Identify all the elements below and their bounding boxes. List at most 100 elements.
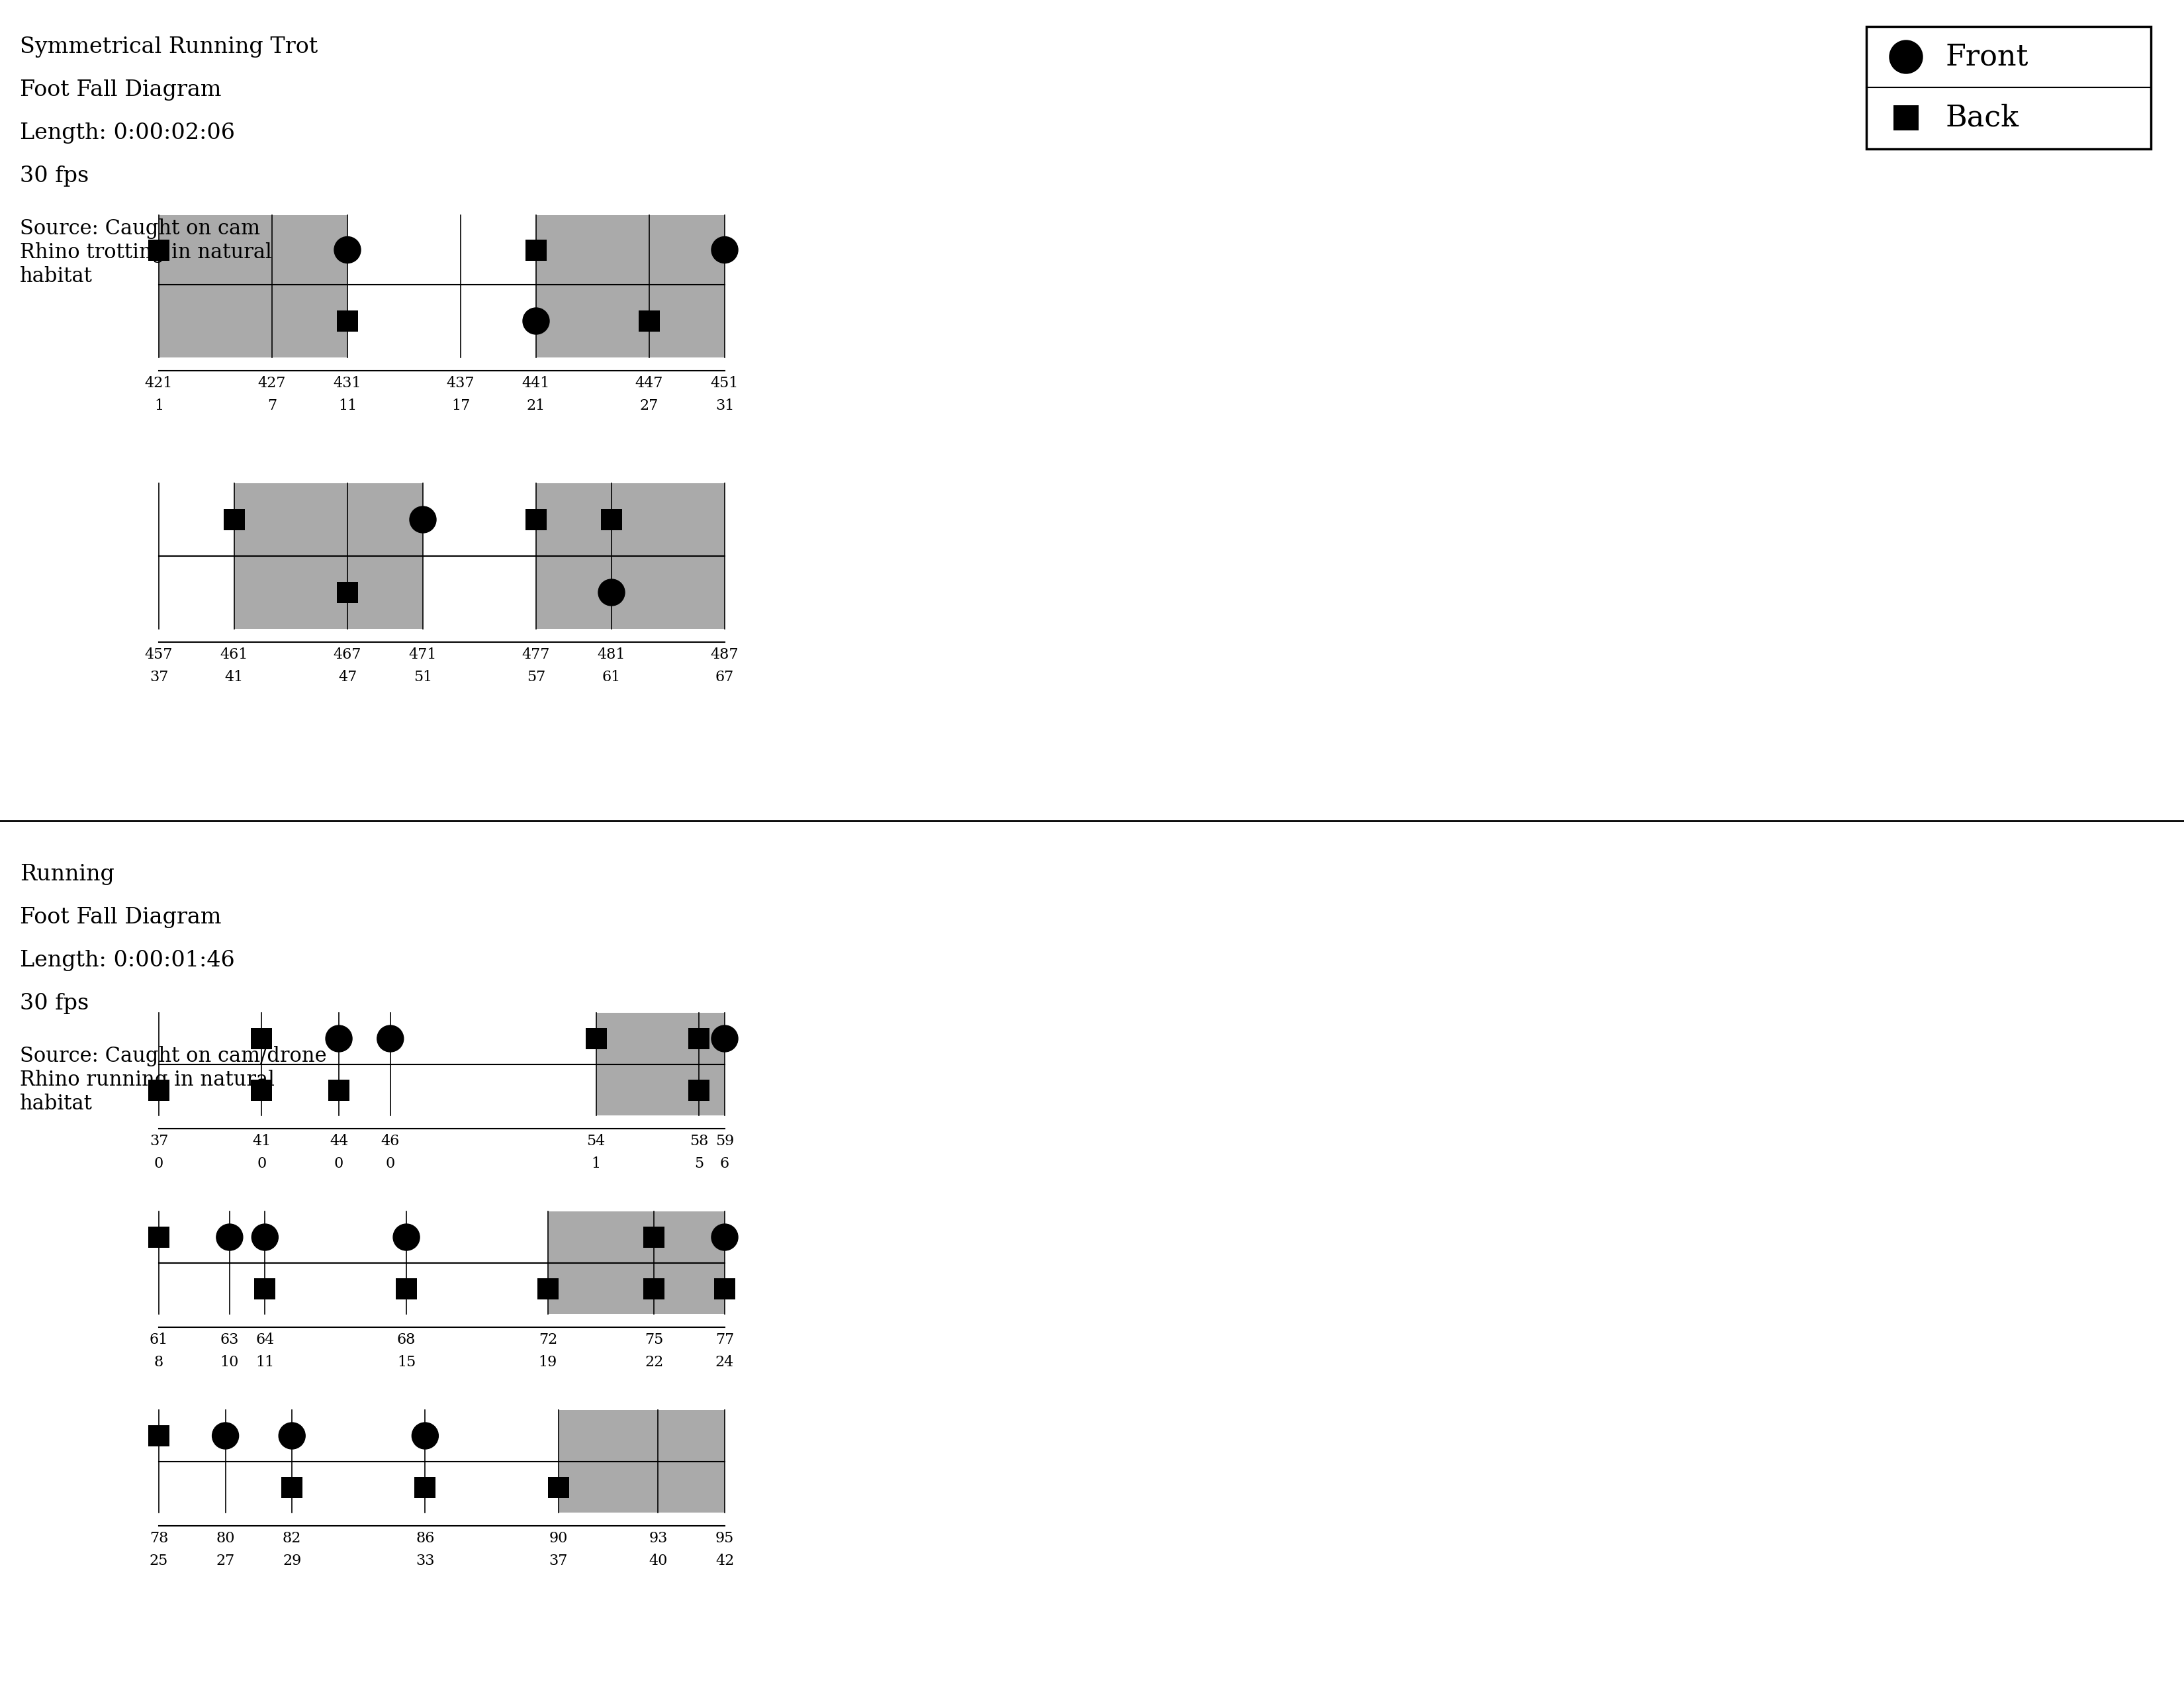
Text: 427: 427 xyxy=(258,376,286,390)
Bar xyxy=(336,582,358,603)
Text: 471: 471 xyxy=(408,648,437,662)
Text: 29: 29 xyxy=(282,1553,301,1568)
Bar xyxy=(223,510,245,530)
Circle shape xyxy=(212,1423,238,1448)
Text: 431: 431 xyxy=(334,376,363,390)
Text: 1: 1 xyxy=(592,1156,601,1171)
Text: 22: 22 xyxy=(644,1355,664,1369)
Bar xyxy=(559,1409,725,1512)
Text: 25: 25 xyxy=(149,1553,168,1568)
Text: Running: Running xyxy=(20,864,114,885)
Bar xyxy=(1894,105,1918,130)
Circle shape xyxy=(251,1224,277,1251)
Bar xyxy=(535,214,725,358)
Text: 93: 93 xyxy=(649,1531,668,1546)
Text: 441: 441 xyxy=(522,376,550,390)
Text: 457: 457 xyxy=(144,648,173,662)
Text: 82: 82 xyxy=(282,1531,301,1546)
Text: 61: 61 xyxy=(603,670,620,684)
Circle shape xyxy=(712,1025,738,1052)
Text: 63: 63 xyxy=(221,1332,238,1347)
Circle shape xyxy=(393,1224,419,1251)
Text: 75: 75 xyxy=(644,1332,664,1347)
Text: 67: 67 xyxy=(716,670,734,684)
Text: 15: 15 xyxy=(397,1355,415,1369)
Text: 90: 90 xyxy=(548,1531,568,1546)
Text: 86: 86 xyxy=(415,1531,435,1546)
Text: 37: 37 xyxy=(548,1553,568,1568)
Bar xyxy=(688,1079,710,1101)
Text: 27: 27 xyxy=(216,1553,234,1568)
Text: 477: 477 xyxy=(522,648,550,662)
Circle shape xyxy=(378,1025,404,1052)
Text: 30 fps: 30 fps xyxy=(20,165,90,187)
Text: 95: 95 xyxy=(716,1531,734,1546)
Text: 1: 1 xyxy=(155,398,164,414)
Text: 0: 0 xyxy=(155,1156,164,1171)
Bar xyxy=(149,1227,170,1247)
Bar xyxy=(328,1079,349,1101)
Text: 61: 61 xyxy=(149,1332,168,1347)
Text: 54: 54 xyxy=(587,1134,605,1148)
Text: 80: 80 xyxy=(216,1531,236,1546)
Text: 6: 6 xyxy=(721,1156,729,1171)
Text: 51: 51 xyxy=(413,670,432,684)
Text: 33: 33 xyxy=(415,1553,435,1568)
Text: 59: 59 xyxy=(716,1134,734,1148)
Bar xyxy=(537,1278,559,1300)
Text: Source: Caught on cam/drone
Rhino running in natural
habitat: Source: Caught on cam/drone Rhino runnin… xyxy=(20,1047,328,1114)
Bar xyxy=(149,1079,170,1101)
Text: 10: 10 xyxy=(221,1355,238,1369)
Bar xyxy=(644,1278,664,1300)
Bar xyxy=(526,510,546,530)
Text: Front: Front xyxy=(1946,42,2029,71)
Text: 0: 0 xyxy=(258,1156,266,1171)
Circle shape xyxy=(413,1423,439,1448)
Circle shape xyxy=(712,1224,738,1251)
Text: Foot Fall Diagram: Foot Fall Diagram xyxy=(20,79,221,101)
Text: 0: 0 xyxy=(387,1156,395,1171)
Text: 8: 8 xyxy=(155,1355,164,1369)
Circle shape xyxy=(1889,41,1922,74)
Bar xyxy=(596,1013,725,1116)
Bar xyxy=(585,1028,607,1050)
Text: 68: 68 xyxy=(397,1332,415,1347)
Text: 37: 37 xyxy=(149,1134,168,1148)
Bar xyxy=(638,311,660,331)
Text: 437: 437 xyxy=(446,376,474,390)
Text: 24: 24 xyxy=(716,1355,734,1369)
Bar xyxy=(526,240,546,260)
Circle shape xyxy=(325,1025,352,1052)
Circle shape xyxy=(334,236,360,263)
Text: Foot Fall Diagram: Foot Fall Diagram xyxy=(20,906,221,928)
Text: 487: 487 xyxy=(710,648,738,662)
Bar xyxy=(282,1477,304,1497)
Text: 461: 461 xyxy=(221,648,249,662)
Text: 5: 5 xyxy=(695,1156,703,1171)
Circle shape xyxy=(598,579,625,606)
Text: 41: 41 xyxy=(253,1134,271,1148)
Bar xyxy=(415,1477,437,1497)
Bar xyxy=(149,240,170,260)
Circle shape xyxy=(712,236,738,263)
Bar xyxy=(714,1278,736,1300)
Bar xyxy=(601,510,622,530)
Circle shape xyxy=(280,1423,306,1448)
Text: Back: Back xyxy=(1946,103,2020,132)
Circle shape xyxy=(522,307,550,334)
Text: 21: 21 xyxy=(526,398,546,414)
Bar xyxy=(149,1425,170,1447)
Bar xyxy=(1867,27,2151,149)
Circle shape xyxy=(411,506,437,533)
Text: 30 fps: 30 fps xyxy=(20,993,90,1014)
Text: 31: 31 xyxy=(716,398,734,414)
Bar xyxy=(159,214,347,358)
Text: Symmetrical Running Trot: Symmetrical Running Trot xyxy=(20,37,319,57)
Text: 41: 41 xyxy=(225,670,245,684)
Text: Source: Caught on cam
Rhino trotting in natural
habitat: Source: Caught on cam Rhino trotting in … xyxy=(20,218,271,287)
Text: 447: 447 xyxy=(636,376,664,390)
Text: 77: 77 xyxy=(716,1332,734,1347)
Text: 481: 481 xyxy=(598,648,625,662)
Bar xyxy=(253,1278,275,1300)
Bar xyxy=(548,1212,725,1313)
